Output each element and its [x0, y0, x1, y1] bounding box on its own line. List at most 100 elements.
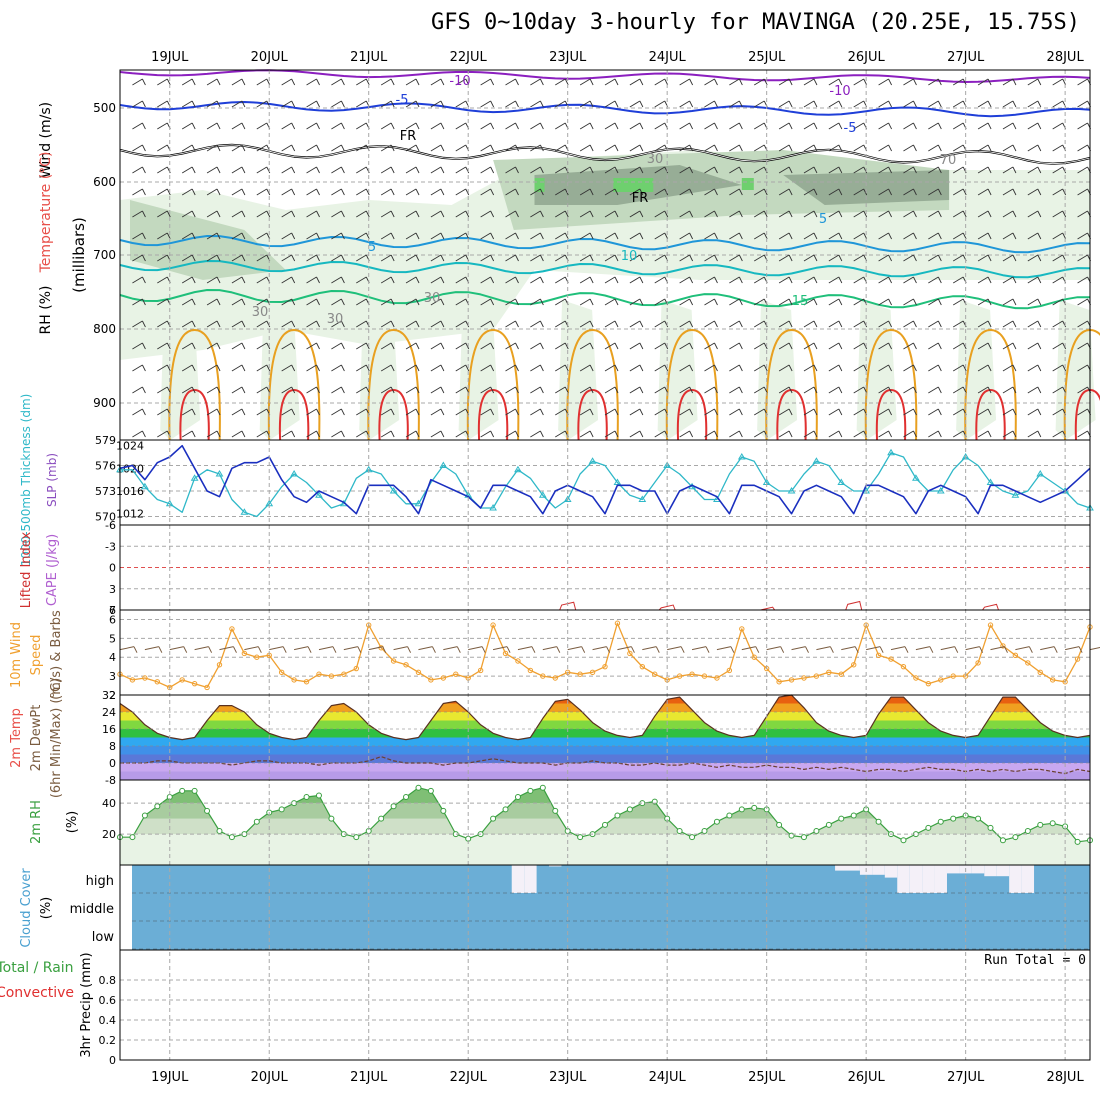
upper-air-wind-barb	[430, 430, 445, 438]
upper-air-wind-barb	[977, 408, 992, 416]
cloud-high-bar	[934, 865, 947, 893]
upper-air-wind-barb	[231, 78, 246, 86]
wind10m-speed-point	[415, 669, 422, 676]
upper-air-wind-barb	[306, 232, 320, 240]
thickness-point	[737, 453, 746, 460]
upper-air-wind-barb	[579, 364, 594, 372]
upper-air-wind-barb	[903, 364, 917, 372]
upper-air-wind-barb	[206, 100, 221, 108]
thickness-point	[563, 495, 572, 502]
wind10m-speed-point	[875, 652, 882, 659]
upper-air-wind-barb	[405, 320, 420, 328]
wind10m-barb	[1015, 646, 1033, 653]
upper-air-wind-barb	[1002, 166, 1017, 174]
rh2m-point	[390, 803, 397, 810]
wind10m-ytick-label: 6	[109, 613, 116, 626]
upper-air-wind-barb	[604, 342, 619, 350]
upper-air-wind-barb	[206, 254, 221, 262]
upper-air-wind-barb	[157, 188, 171, 196]
contour-label: -10	[449, 74, 470, 89]
wind10m-barb	[194, 646, 213, 653]
wind10m-panel	[119, 609, 1091, 696]
upper-air-wind-barb	[157, 210, 171, 218]
upper-air-wind-barb	[380, 210, 395, 218]
wind10m-speed-point	[950, 673, 956, 679]
upper-air-wind-barb	[729, 210, 743, 218]
upper-air-wind-barb	[1027, 320, 1042, 328]
upper-air-wind-barb	[1002, 122, 1017, 130]
upper-air-wind-barb	[878, 188, 892, 196]
upper-air-wind-barb	[803, 386, 818, 394]
upper-air-wind-barb	[604, 430, 619, 438]
upper-air-wind-barb	[530, 144, 544, 152]
upper-air-wind-barb	[530, 298, 544, 306]
rh2m-point	[303, 794, 310, 800]
upper-air-wind-barb	[306, 430, 320, 438]
rh2m-point	[552, 807, 559, 814]
upper-air-wind-barb	[729, 364, 743, 372]
day-label-top: 19JUL	[151, 50, 189, 65]
upper-air-wind-barb	[828, 78, 843, 86]
upper-air-wind-barb	[356, 364, 370, 372]
upper-air-wind-barb	[778, 276, 793, 284]
upper-air-wind-barb	[1002, 100, 1017, 108]
rh-patch-mid-1	[130, 200, 286, 280]
wind10m-speed-line	[119, 622, 1091, 689]
day-label-top: 26JUL	[848, 50, 886, 65]
wind10m-speed-point	[726, 667, 733, 674]
upper-air-wind-barb	[629, 166, 644, 174]
upper-air-wind-barb	[530, 100, 544, 108]
upper-air-wind-barb	[331, 254, 345, 262]
slp-ytick-label: 1024	[116, 440, 144, 453]
day-label-top: 20JUL	[251, 50, 289, 65]
upper-air-wind-barb	[1027, 210, 1042, 218]
upper-air-wind-barb	[505, 78, 519, 86]
upper-air-wind-barb	[231, 430, 246, 438]
rh2m-point	[875, 818, 882, 825]
wind10m-speed-point	[627, 650, 633, 657]
upper-air-wind-barb	[928, 78, 942, 86]
upper-air-wind-barb	[604, 122, 619, 130]
rh2m-band	[120, 787, 1090, 804]
rh2m-point	[527, 787, 534, 794]
upper-air-wind-barb	[430, 298, 445, 306]
upper-air-wind-barb	[878, 408, 892, 416]
upper-air-wind-barb	[306, 122, 320, 130]
upper-air-wind-barb	[704, 430, 718, 438]
upper-air-wind-barb	[306, 188, 320, 196]
upper-air-wind-barb	[331, 122, 345, 130]
precip-ytick-label: 0	[109, 1054, 116, 1067]
upper-air-wind-barb	[977, 386, 992, 394]
upper-air-wind-barb	[778, 298, 793, 306]
label-temp2m-a: 2m Temp	[9, 708, 24, 768]
upper-air-wind-barb	[1002, 188, 1017, 196]
contour-plus10	[119, 260, 1091, 279]
contour-label: 15	[792, 294, 809, 309]
upper-air-wind-barb	[380, 298, 395, 306]
upper-air-wind-barb	[405, 188, 420, 196]
wind10m-barb	[169, 646, 188, 653]
thickness-point	[1011, 491, 1020, 498]
upper-air-wind-barb	[380, 320, 395, 328]
upper-air-wind-barb	[928, 298, 942, 306]
wind10m-speed-point	[1049, 677, 1056, 683]
upper-air-wind-barb	[803, 364, 818, 372]
upper-air-wind-barb	[704, 254, 718, 262]
upper-air-wind-barb	[579, 144, 594, 152]
upper-air-wind-barb	[679, 210, 694, 218]
wind10m-barb	[716, 646, 735, 653]
cloud-high-bar	[511, 865, 525, 893]
wind10m-speed-point	[552, 675, 558, 681]
upper-air-wind-barb	[1002, 342, 1017, 350]
upper-air-wind-barb	[132, 342, 146, 350]
rh2m-point	[141, 812, 148, 819]
rh2m-point	[626, 806, 633, 813]
thickness-point	[936, 487, 945, 494]
upper-air-wind-barb	[380, 430, 395, 438]
upper-air-wind-barb	[530, 210, 544, 218]
upper-air-wind-barb	[878, 166, 892, 174]
cloud-high-bar	[1009, 865, 1022, 893]
upper-air-wind-barb	[206, 386, 221, 394]
upper-air-wind-barb	[505, 210, 519, 218]
rh2m-point	[1037, 821, 1044, 828]
